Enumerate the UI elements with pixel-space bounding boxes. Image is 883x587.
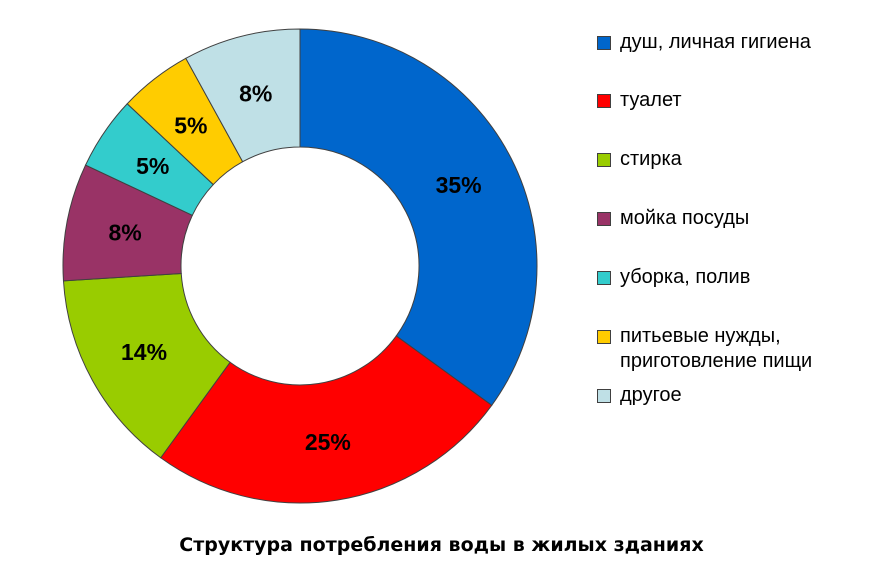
legend-swatch: [597, 271, 611, 285]
chart-title: Структура потребления воды в жилых здани…: [179, 534, 704, 556]
legend-label: уборка, полив: [620, 266, 751, 288]
legend-label: питьевые нужды, приготовление пищи: [620, 325, 813, 372]
donut-slice-2: [62, 272, 231, 459]
data-label-6: 8%: [239, 81, 272, 107]
legend-item: мойка посуды: [597, 206, 749, 231]
legend-item: уборка, полив: [597, 265, 750, 290]
legend-swatch: [597, 389, 611, 403]
donut-slice-1: [159, 335, 493, 504]
legend-swatch: [597, 153, 611, 167]
legend-swatch: [597, 36, 611, 50]
donut-slice-0: [299, 28, 538, 407]
legend-swatch: [597, 330, 611, 344]
legend-item: туалет: [597, 88, 682, 113]
data-label-0: 35%: [436, 172, 482, 198]
legend-item: другое: [597, 383, 682, 408]
data-label-2: 14%: [121, 339, 167, 365]
data-label-1: 25%: [305, 429, 351, 455]
data-label-5: 5%: [174, 112, 207, 138]
legend-item: питьевые нужды, приготовление пищи: [597, 324, 812, 374]
legend-label: туалет: [620, 89, 682, 111]
data-labels: 35% 25% 14% 8% 5%5% 8%: [109, 81, 482, 455]
donut-slice-6: [185, 28, 301, 163]
legend-label: стирка: [620, 148, 682, 170]
legend-label: душ, личная гигиена: [620, 31, 811, 53]
data-label-3: 8%: [109, 220, 142, 246]
data-label-4: 5%: [136, 153, 169, 179]
legend-item: душ, личная гигиена: [597, 30, 811, 55]
legend-label: другое: [620, 384, 682, 406]
donut-slices: [62, 28, 538, 504]
legend-item: стирка: [597, 147, 682, 172]
legend-swatch: [597, 94, 611, 108]
legend-label: мойка посуды: [620, 207, 750, 229]
legend-swatch: [597, 212, 611, 226]
